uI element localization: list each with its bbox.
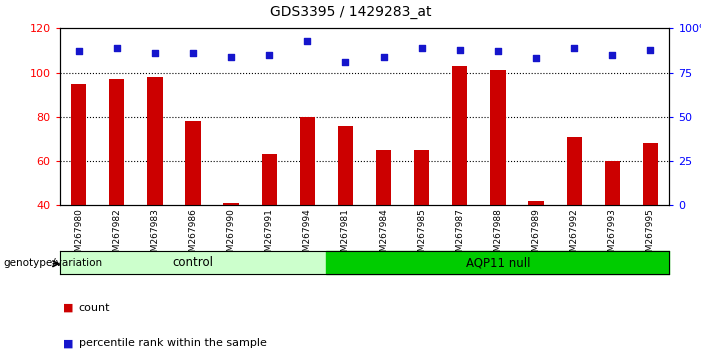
Point <box>340 59 351 65</box>
Bar <box>643 143 658 205</box>
Bar <box>60 251 327 274</box>
Point <box>226 54 237 59</box>
Point <box>492 48 503 54</box>
Bar <box>605 161 620 205</box>
Bar <box>490 70 505 205</box>
Point <box>378 54 389 59</box>
Bar <box>261 154 277 205</box>
Text: GDS3395 / 1429283_at: GDS3395 / 1429283_at <box>270 5 431 19</box>
Point <box>149 50 161 56</box>
Bar <box>185 121 200 205</box>
Bar <box>109 79 124 205</box>
Bar <box>414 150 429 205</box>
Bar <box>566 137 582 205</box>
Point <box>73 48 84 54</box>
Bar <box>338 126 353 205</box>
Bar <box>71 84 86 205</box>
Bar <box>376 150 391 205</box>
Text: genotype/variation: genotype/variation <box>4 258 102 268</box>
Point <box>264 52 275 58</box>
Bar <box>452 66 468 205</box>
Bar <box>300 117 315 205</box>
Text: percentile rank within the sample: percentile rank within the sample <box>79 338 266 348</box>
Point <box>645 47 656 52</box>
Point <box>416 45 428 51</box>
Point <box>111 45 123 51</box>
Point <box>569 45 580 51</box>
Bar <box>224 203 239 205</box>
Text: AQP11 null: AQP11 null <box>465 256 530 269</box>
Bar <box>529 201 544 205</box>
Point <box>301 38 313 44</box>
Text: count: count <box>79 303 110 313</box>
Text: control: control <box>172 256 214 269</box>
Text: ■: ■ <box>63 338 74 348</box>
Bar <box>327 251 669 274</box>
Point <box>187 50 198 56</box>
Point <box>606 52 618 58</box>
Point <box>531 56 542 61</box>
Bar <box>147 77 163 205</box>
Text: ■: ■ <box>63 303 74 313</box>
Point <box>454 47 465 52</box>
